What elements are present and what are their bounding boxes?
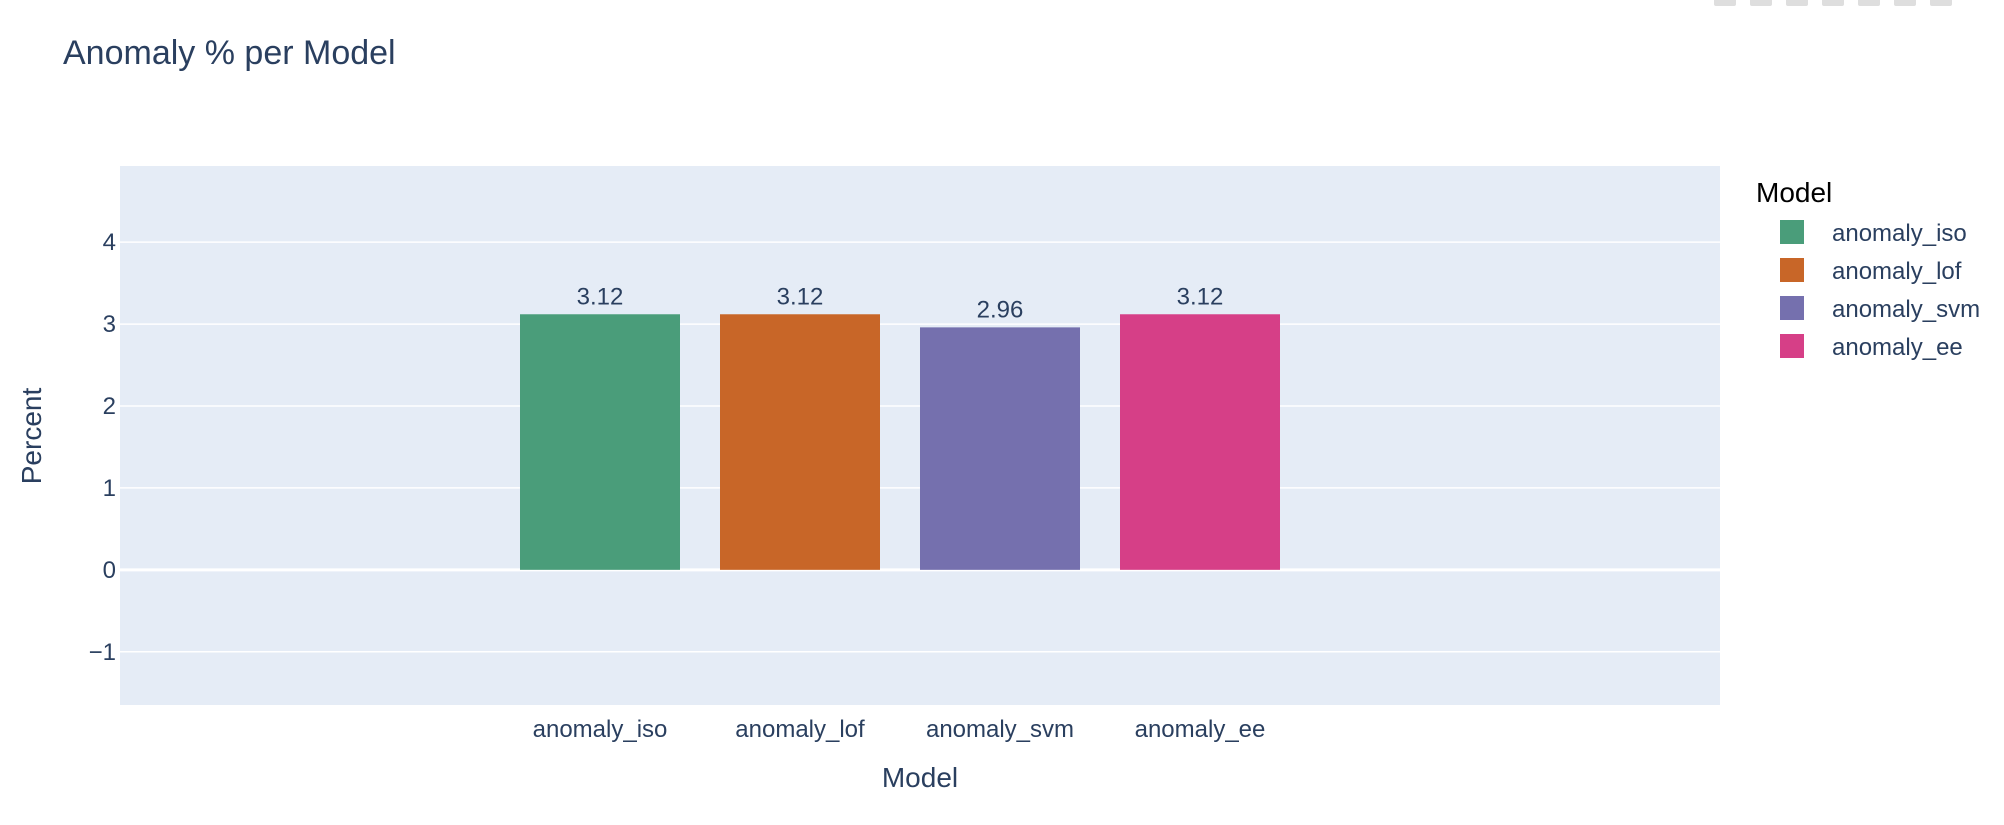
- legend-items[interactable]: anomaly_iso anomaly_lof anomaly_svmanomaly…: [1780, 220, 1980, 361]
- y-tick-label: −1: [89, 639, 116, 666]
- legend-swatch: [1780, 258, 1804, 282]
- bar-anomaly-svm[interactable]: [920, 327, 1080, 570]
- y-tick-label: 0: [103, 557, 116, 584]
- y-axis-ticks: −1 0 1 2 3 4: [89, 229, 116, 666]
- x-tick-label: anomaly_ee: [1135, 716, 1266, 743]
- legend-item-anomaly-ee[interactable]: anomaly_ee: [1780, 334, 1963, 361]
- legend-swatch: [1780, 220, 1804, 244]
- y-axis-title: Percent: [16, 388, 47, 485]
- bar-anomaly-iso[interactable]: [520, 314, 680, 570]
- bar-value-label: 3.12: [777, 283, 824, 310]
- x-axis-title: Model: [882, 762, 958, 793]
- zoom-icon[interactable]: [1750, 0, 1772, 6]
- y-tick-label: 1: [103, 475, 116, 502]
- modebar[interactable]: [1714, 0, 1952, 10]
- bar-anomaly-ee[interactable]: [1120, 314, 1280, 570]
- chart-title: Anomaly % per Model: [63, 34, 396, 72]
- select-icon[interactable]: [1822, 0, 1844, 6]
- legend-label: anomaly_ee: [1832, 334, 1963, 361]
- legend-swatch: [1780, 296, 1804, 320]
- pan-icon[interactable]: [1786, 0, 1808, 6]
- legend-swatch: [1780, 334, 1804, 358]
- legend-item-anomaly-iso[interactable]: anomaly_iso: [1780, 220, 1967, 247]
- x-tick-label: anomaly_lof: [735, 716, 865, 743]
- bar-anomaly-lof[interactable]: [720, 314, 880, 570]
- camera-icon[interactable]: [1714, 0, 1736, 6]
- bars: 3.12 3.12 2.96 3.12: [520, 283, 1280, 570]
- x-tick-label: anomaly_svm: [926, 716, 1074, 743]
- bar-value-label: 3.12: [577, 283, 624, 310]
- bar-value-label: 2.96: [977, 296, 1024, 323]
- legend-title: Model: [1756, 177, 1832, 208]
- legend[interactable]: Model anomaly_isoanomaly_lofanomaly_svma…: [1756, 177, 1980, 361]
- y-tick-label: 2: [103, 393, 116, 420]
- x-tick-label: anomaly_iso: [533, 716, 668, 743]
- autoscale-icon[interactable]: [1930, 0, 1952, 6]
- bar-value-label: 3.12: [1177, 283, 1224, 310]
- legend-label: anomaly_svm: [1832, 296, 1980, 323]
- zoom-out-icon[interactable]: [1894, 0, 1916, 6]
- y-tick-label: 3: [103, 311, 116, 338]
- legend-label: anomaly_lof: [1832, 258, 1962, 285]
- legend-label: anomaly_iso: [1832, 220, 1967, 247]
- x-axis-ticks: anomaly_iso anomaly_lof anomaly_svm anomaly…: [533, 716, 1266, 743]
- legend-item-anomaly-svm[interactable]: anomaly_svm: [1780, 296, 1980, 323]
- zoom-in-icon[interactable]: [1858, 0, 1880, 6]
- legend-item-anomaly-lof[interactable]: anomaly_lof: [1780, 258, 1962, 285]
- y-tick-label: 4: [103, 229, 116, 256]
